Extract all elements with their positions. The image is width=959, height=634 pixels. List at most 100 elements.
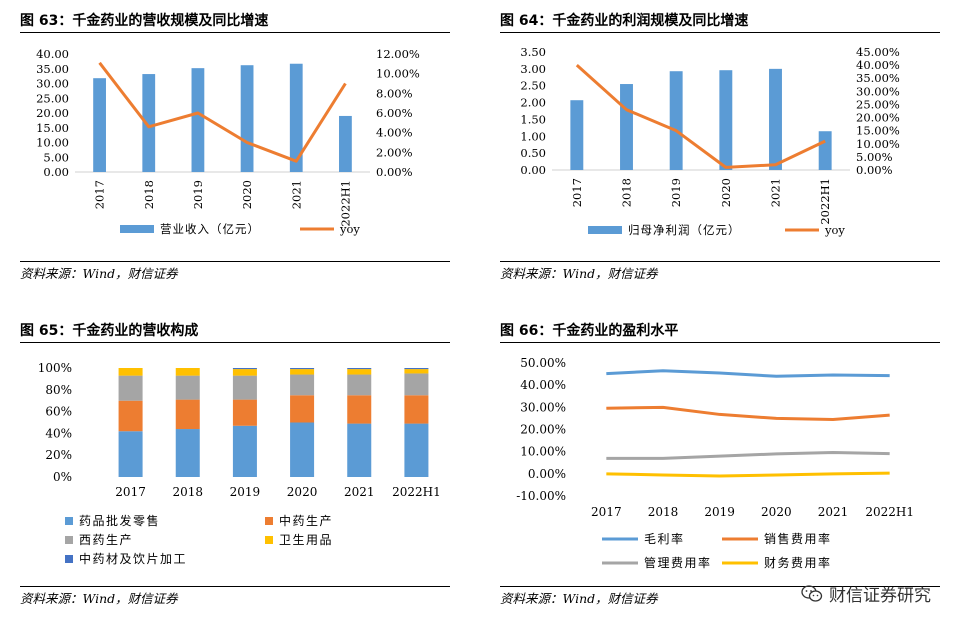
chart-title: 图 66：千金药业的盈利水平 bbox=[500, 323, 679, 339]
bar bbox=[719, 70, 733, 170]
legend-swatch bbox=[65, 517, 73, 525]
stacked-bar-segment bbox=[347, 368, 372, 370]
x-tick-label: 2017 bbox=[570, 178, 584, 207]
x-tick-label: 2019 bbox=[669, 178, 683, 207]
y-right-tick-label: 30.00% bbox=[856, 84, 900, 98]
stacked-bar-segment bbox=[232, 425, 257, 477]
x-tick-label: 2018 bbox=[648, 505, 679, 519]
title-rule bbox=[20, 32, 450, 33]
stacked-bar-segment bbox=[404, 369, 429, 374]
chart-panel-profit: 图 64：千金药业的利润规模及同比增速 0.00 0.50 1.00 1.50 2.00… bbox=[500, 0, 940, 285]
bar bbox=[570, 100, 584, 170]
y-left-tick-label: 0.50 bbox=[520, 146, 546, 160]
stacked-bar-segment bbox=[175, 368, 200, 376]
revenue-mix-chart: 0% 20% 40% 60% 80% 100% 2017 2018 2019 2020 2021 20… bbox=[38, 361, 441, 566]
y-right-tick-label: 25.00% bbox=[856, 97, 900, 111]
y-right-tick-label: 40.00% bbox=[856, 58, 900, 72]
y-tick-label: 40% bbox=[45, 426, 72, 440]
y-left-tick-label: 2.50 bbox=[520, 79, 546, 93]
legend-label: 毛利率 bbox=[644, 531, 685, 546]
legend-label-line: yoy bbox=[339, 222, 360, 236]
x-tick-label: 2017 bbox=[115, 485, 146, 499]
y-right-tick-label: 6.00% bbox=[376, 106, 413, 120]
y-tick-label: 50.00% bbox=[520, 356, 566, 370]
stacked-bar-segment bbox=[118, 400, 143, 432]
legend-swatch-bar bbox=[588, 226, 622, 234]
x-tick-label: 2018 bbox=[172, 485, 203, 499]
stacked-bar-segment bbox=[290, 369, 315, 375]
x-tick-label: 2022H1 bbox=[818, 178, 832, 225]
y-right-tick-label: 5.00% bbox=[856, 150, 893, 164]
chart-panel-profitability: 图 66：千金药业的盈利水平 -10.00% 0.00% 10.00% 20.00% 3… bbox=[500, 310, 940, 620]
bar bbox=[191, 68, 205, 172]
stacked-bar-segment bbox=[347, 423, 372, 477]
y-left-tick-label: 2.00 bbox=[520, 96, 546, 110]
legend-label: 管理费用率 bbox=[644, 555, 712, 570]
y-right-tick-label: 0.00% bbox=[856, 163, 893, 177]
bar bbox=[289, 63, 303, 172]
y-right-tick-label: 35.00% bbox=[856, 71, 900, 85]
x-tick-label: 2017 bbox=[93, 180, 107, 209]
legend-label: 财务费用率 bbox=[764, 555, 832, 570]
bar bbox=[818, 131, 832, 170]
stacked-bar-segment bbox=[290, 395, 315, 423]
stacked-bar-segment bbox=[118, 368, 143, 376]
chart-panel-revenue-mix: 图 65：千金药业的营收构成 0% 20% 40% 60% 80% 100% 2017 201… bbox=[20, 310, 450, 620]
title-rule bbox=[500, 342, 940, 343]
source-rule bbox=[20, 261, 450, 262]
legend-swatch bbox=[65, 536, 73, 544]
legend-label-bar: 营业收入（亿元） bbox=[160, 222, 260, 236]
legend-label: 西药生产 bbox=[79, 533, 133, 547]
stacked-bar-segment bbox=[175, 375, 200, 400]
y-right-tick-label: 12.00% bbox=[376, 47, 420, 61]
stacked-bar-segment bbox=[232, 399, 257, 426]
y-tick-label: -10.00% bbox=[516, 489, 566, 503]
y-tick-label: 0% bbox=[53, 470, 72, 484]
series-line bbox=[606, 471, 890, 478]
chart-title: 图 65：千金药业的营收构成 bbox=[20, 323, 199, 339]
x-tick-label: 2018 bbox=[620, 178, 634, 207]
stacked-bar-segment bbox=[290, 422, 315, 477]
y-left-tick-label: 10.00 bbox=[36, 136, 69, 150]
profitability-chart: -10.00% 0.00% 10.00% 20.00% 30.00% 40.00% 50.0… bbox=[516, 356, 914, 570]
x-tick-label: 2020 bbox=[761, 505, 792, 519]
legend-label: 中药生产 bbox=[279, 513, 333, 528]
stacked-bar-segment bbox=[118, 431, 143, 477]
y-right-tick-label: 0.00% bbox=[376, 165, 413, 179]
title-rule bbox=[20, 342, 450, 343]
y-tick-label: 40.00% bbox=[520, 378, 566, 392]
y-right-tick-label: 4.00% bbox=[376, 126, 413, 140]
stacked-bar-segment bbox=[347, 374, 372, 396]
y-tick-label: 30.00% bbox=[520, 400, 566, 414]
y-right-tick-label: 20.00% bbox=[856, 111, 900, 125]
yoy-line bbox=[98, 61, 347, 163]
stacked-bar-segment bbox=[404, 395, 429, 424]
y-tick-label: 10.00% bbox=[520, 445, 566, 459]
y-tick-label: 80% bbox=[45, 383, 72, 397]
x-tick-label: 2021 bbox=[769, 178, 783, 207]
bar bbox=[620, 84, 633, 170]
stacked-bar-segment bbox=[175, 399, 200, 430]
x-tick-label: 2020 bbox=[719, 178, 733, 207]
x-tick-label: 2021 bbox=[818, 505, 849, 519]
x-tick-label: 2021 bbox=[344, 485, 375, 499]
y-left-tick-label: 1.50 bbox=[520, 112, 546, 126]
y-right-tick-label: 10.00% bbox=[856, 137, 900, 151]
y-left-tick-label: 30.00 bbox=[36, 77, 69, 91]
legend-label-bar: 归母净利润（亿元） bbox=[628, 223, 741, 237]
source-note: 资料来源：Wind，财信证券 bbox=[20, 266, 178, 281]
legend-label: 销售费用率 bbox=[764, 531, 832, 546]
chart-title: 图 64：千金药业的利润规模及同比增速 bbox=[500, 13, 749, 29]
stacked-bar-segment bbox=[232, 369, 257, 376]
x-tick-label: 2018 bbox=[142, 180, 156, 209]
y-left-tick-label: 25.00 bbox=[36, 91, 69, 105]
stacked-bar-segment bbox=[347, 395, 372, 424]
source-rule bbox=[500, 261, 940, 262]
y-right-tick-label: 8.00% bbox=[376, 86, 413, 100]
y-tick-label: 100% bbox=[38, 361, 72, 375]
y-right-tick-label: 45.00% bbox=[856, 45, 900, 59]
stacked-bar-segment bbox=[404, 423, 429, 477]
title-rule bbox=[500, 32, 940, 33]
source-note: 资料来源：Wind，财信证券 bbox=[500, 266, 658, 281]
y-tick-label: 20.00% bbox=[520, 423, 566, 437]
